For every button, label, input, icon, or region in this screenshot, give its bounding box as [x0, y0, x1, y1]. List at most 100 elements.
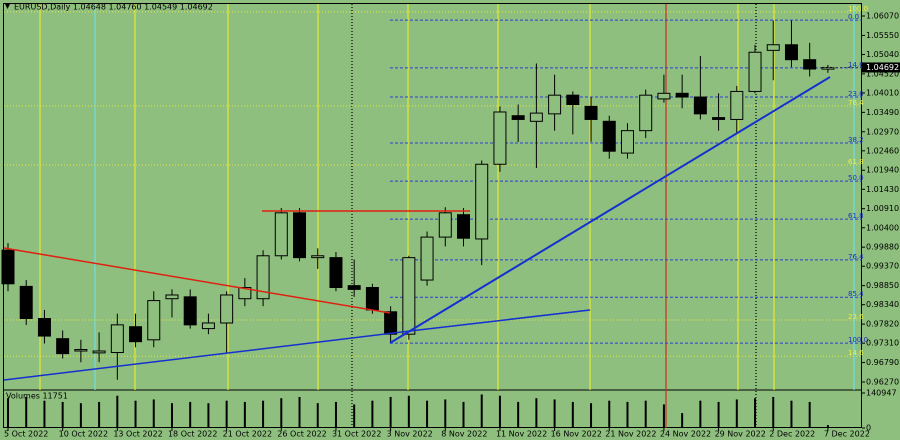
- x-tick-label: 21 Oct 2022: [223, 430, 272, 439]
- fib-label: 85.4: [848, 290, 864, 298]
- last-price-box: [862, 62, 900, 73]
- y-tick-label: 0.98340: [866, 300, 899, 309]
- candle-body: [548, 94, 562, 115]
- candle-body: [129, 326, 143, 343]
- candle-body: [201, 322, 215, 330]
- volume-tick-label: 0: [866, 424, 871, 433]
- x-tick-label: 2 Dec 2022: [769, 430, 815, 439]
- fib-label: 76.4: [848, 99, 864, 107]
- fib-label: 14.6: [848, 61, 864, 69]
- candle-body: [384, 311, 398, 335]
- x-tick-label: 16 Nov 2022: [551, 430, 602, 439]
- x-tick-label: 13 Oct 2022: [113, 430, 162, 439]
- y-tick-label: 1.01940: [866, 166, 899, 175]
- y-tick-label: 0.97310: [866, 339, 899, 348]
- volume-title: Volumes 11751: [6, 392, 68, 401]
- fib-label: 61.8: [848, 158, 864, 166]
- candle-body: [347, 285, 361, 290]
- x-tick-label: 29 Nov 2022: [715, 430, 766, 439]
- y-tick-label: 0.99880: [866, 243, 899, 252]
- y-tick-label: 1.04520: [866, 69, 899, 78]
- trend-lines: [3, 76, 831, 381]
- candle-body: [293, 212, 307, 259]
- candle-body: [529, 112, 543, 122]
- x-tick-label: 7 Dec 2022: [824, 430, 870, 439]
- y-tick-label: 1.02460: [866, 146, 899, 155]
- candle-body: [675, 92, 689, 98]
- candle-body: [766, 44, 780, 51]
- y-tick-label: 1.01430: [866, 185, 899, 194]
- y-tick-label: 1.06070: [866, 12, 899, 21]
- candle-body: [238, 287, 252, 300]
- y-tick-label: 0.96270: [866, 378, 899, 387]
- fib-label: 14.6: [848, 349, 864, 357]
- candle-body: [311, 255, 325, 259]
- candle-body: [657, 92, 671, 100]
- candle-body: [37, 318, 51, 337]
- x-tick-label: 8 Nov 2022: [441, 430, 487, 439]
- candle-body: [457, 214, 470, 239]
- candle-body: [748, 51, 762, 92]
- candle-body: [639, 94, 653, 132]
- candle-body: [712, 117, 726, 120]
- candle-body: [475, 163, 489, 240]
- x-tick-label: 21 Nov 2022: [605, 430, 656, 439]
- candle-body: [1, 249, 15, 285]
- candle-body: [110, 324, 124, 353]
- y-tick-label: 1.05550: [866, 31, 899, 40]
- x-tick-label: 26 Oct 2022: [277, 430, 326, 439]
- fib-label: 100.0: [848, 336, 868, 344]
- x-tick-label: 3 Nov 2022: [387, 430, 433, 439]
- candle-body: [784, 44, 798, 61]
- fib-label: 61.8: [848, 212, 864, 220]
- candle-body: [821, 66, 835, 70]
- trend-line: [3, 330, 411, 381]
- volume-tick-label: 140947: [866, 389, 897, 398]
- symbol-icon: [5, 4, 10, 9]
- candle-body: [584, 105, 598, 120]
- trend-line: [389, 76, 831, 344]
- candle-body: [402, 257, 416, 335]
- fib-label: 50.0: [848, 174, 864, 182]
- fib-label: 0.0: [848, 13, 859, 21]
- fib-label: 38.2: [848, 136, 864, 144]
- candle-body: [803, 59, 817, 70]
- y-tick-label: 0.99370: [866, 262, 899, 271]
- candle-body: [220, 294, 234, 324]
- y-tick-label: 0.96790: [866, 358, 899, 367]
- y-tick-label: 1.00400: [866, 223, 899, 232]
- x-tick-label: 24 Nov 2022: [660, 430, 711, 439]
- candle-body: [56, 338, 70, 355]
- chart-header: EURUSD,Daily 1.04648 1.04760 1.04549 1.0…: [14, 3, 213, 12]
- candle-body: [602, 120, 616, 152]
- fib-label: 23.6: [848, 313, 864, 321]
- y-tick-label: 1.05040: [866, 50, 899, 59]
- candle-body: [74, 349, 88, 352]
- candle-body: [438, 212, 452, 238]
- x-tick-label: 10 Oct 2022: [59, 430, 108, 439]
- x-tick-label: 18 Oct 2022: [168, 430, 217, 439]
- y-tick-label: 0.98850: [866, 281, 899, 290]
- x-tick-label: 11 Nov 2022: [496, 430, 547, 439]
- candle-body: [274, 212, 288, 257]
- x-tick-label: 31 Oct 2022: [332, 430, 381, 439]
- y-tick-label: 0.97820: [866, 320, 899, 329]
- plot-frame: [3, 3, 862, 428]
- y-tick-label: 1.00910: [866, 204, 899, 213]
- candle-body: [730, 90, 744, 120]
- candle-body: [92, 350, 106, 354]
- candle-body: [620, 130, 634, 154]
- y-tick-label: 1.04010: [866, 88, 899, 97]
- candle-body: [183, 296, 197, 326]
- candle-body: [693, 96, 707, 115]
- candle-body: [493, 111, 507, 165]
- trend-line: [409, 309, 591, 332]
- candle-body: [566, 94, 580, 106]
- candle-body: [365, 287, 379, 311]
- fib-label: 100.0: [848, 5, 868, 13]
- last-price-label: 1.04692: [866, 63, 899, 72]
- candle-body: [420, 236, 434, 281]
- candle-body: [147, 300, 161, 341]
- candle-body: [511, 115, 525, 120]
